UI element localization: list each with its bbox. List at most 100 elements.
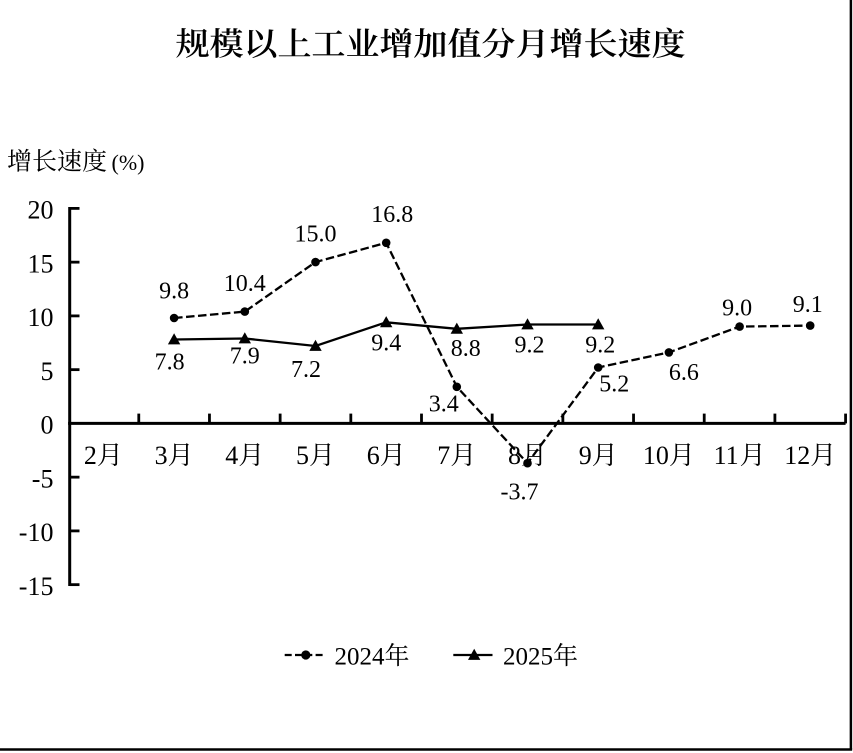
point-marker-circle — [311, 257, 320, 267]
data-label: 16.8 — [371, 202, 413, 228]
data-label: 8.8 — [451, 336, 481, 362]
text-run: -5 — [32, 464, 54, 493]
y-axis-title: (%) — [8, 148, 145, 175]
data-label: 9.4 — [371, 331, 401, 357]
point-marker-triangle — [592, 318, 605, 330]
cjk-glyph — [414, 28, 447, 58]
data-label: -3.7 — [501, 480, 539, 506]
data-label: 10.4 — [224, 271, 266, 297]
text-run: 11 — [714, 441, 739, 470]
legend: 2024 2025 — [284, 642, 577, 670]
cjk-glyph — [592, 443, 614, 467]
cjk-glyph — [385, 642, 409, 667]
cjk-glyph — [380, 443, 402, 467]
text-run: (%) — [112, 150, 145, 175]
x-tick-label: 11 — [714, 441, 761, 470]
cjk-glyph — [57, 148, 82, 172]
y-tick-label: -15 — [19, 572, 54, 601]
x-tick-label: 12 — [784, 441, 832, 470]
cjk-glyph — [247, 29, 277, 59]
cjk-glyph — [82, 148, 107, 172]
legend-marker-triangle — [468, 648, 481, 660]
text-run: -3.7 — [501, 480, 539, 506]
cjk-glyph — [618, 27, 651, 58]
y-tick-label: 20 — [28, 196, 54, 225]
cjk-glyph — [346, 28, 379, 56]
chart-title — [176, 27, 685, 59]
data-label: 9.0 — [722, 296, 752, 322]
point-marker-triangle — [521, 318, 534, 330]
text-run: 10 — [643, 441, 669, 470]
cjk-glyph — [652, 27, 685, 59]
x-tick-label: 4 — [225, 441, 260, 470]
point-marker-circle — [735, 322, 744, 331]
data-label: 5.2 — [599, 371, 629, 397]
cjk-glyph — [516, 28, 544, 58]
cjk-glyph — [740, 443, 761, 467]
cjk-glyph — [168, 443, 189, 467]
series-2024: 9.8 10.4 15.0 16.8 3.4 -3.7 5.2 6.6 9.0 9.1 — [159, 202, 823, 505]
text-run: 15 — [28, 249, 54, 278]
legend-marker-circle — [301, 650, 311, 660]
x-tick-label: 7 — [437, 441, 472, 470]
text-run: 9.0 — [722, 296, 752, 322]
cjk-glyph — [310, 443, 331, 467]
cjk-glyph — [278, 28, 311, 57]
cjk-glyph — [380, 27, 412, 58]
text-run: 4 — [225, 441, 238, 470]
text-run: 5 — [296, 441, 309, 470]
data-label: 7.2 — [291, 357, 321, 383]
y-tick-label: 5 — [41, 357, 54, 386]
cjk-glyph — [210, 27, 244, 58]
point-marker-circle — [523, 458, 532, 468]
x-tick-label: 10 — [643, 441, 691, 470]
text-run: 16.8 — [371, 202, 413, 228]
point-marker-circle — [381, 238, 391, 248]
point-marker-triangle — [309, 339, 322, 351]
text-run: 9.8 — [159, 278, 189, 304]
cjk-glyph — [451, 443, 472, 467]
cjk-glyph — [482, 27, 515, 59]
x-tick-label: 9 — [579, 441, 614, 470]
point-marker-circle — [593, 363, 603, 372]
point-marker-triangle — [238, 332, 251, 344]
data-label: 9.2 — [515, 332, 545, 358]
cjk-glyph — [176, 27, 209, 58]
data-label: 15.0 — [295, 222, 337, 248]
text-run: 6.6 — [669, 360, 699, 386]
cjk-glyph — [553, 642, 577, 667]
text-run: 5 — [41, 357, 54, 386]
point-marker-circle — [240, 307, 250, 316]
x-tick-label: 5 — [296, 441, 331, 470]
y-tick-label: -10 — [19, 518, 54, 547]
axes: 20 15 10 5 0 -5 -10 -15 2 3 4 5 6 7 8 9 10 11 12 — [19, 196, 847, 601]
cjk-glyph — [98, 443, 119, 467]
cjk-glyph — [550, 27, 582, 58]
text-run: 15.0 — [295, 222, 337, 248]
text-run: 9.2 — [585, 332, 615, 358]
text-run: 8 — [508, 441, 521, 470]
data-label: 6.6 — [669, 360, 699, 386]
y-tick-label: 15 — [28, 249, 54, 278]
text-run: 3.4 — [429, 392, 459, 418]
y-tick-label: 0 — [41, 411, 54, 440]
cjk-glyph — [670, 443, 691, 467]
cjk-glyph — [33, 149, 56, 172]
data-label: 9.8 — [159, 278, 189, 304]
legend-label-2025: 2025 — [503, 642, 577, 670]
text-run: 9.2 — [515, 332, 545, 358]
data-label: 9.1 — [793, 292, 823, 318]
text-run: 20 — [28, 196, 54, 225]
text-run: -15 — [19, 572, 54, 601]
text-run: 7 — [437, 441, 450, 470]
point-marker-triangle — [380, 316, 393, 328]
series-line — [173, 241, 811, 466]
legend-label-2024: 2024 — [335, 642, 409, 670]
text-run: -10 — [19, 518, 54, 547]
text-run: 7.2 — [291, 357, 321, 383]
data-label: 7.9 — [230, 343, 260, 369]
text-run: 0 — [41, 411, 54, 440]
data-label: 9.2 — [585, 332, 615, 358]
